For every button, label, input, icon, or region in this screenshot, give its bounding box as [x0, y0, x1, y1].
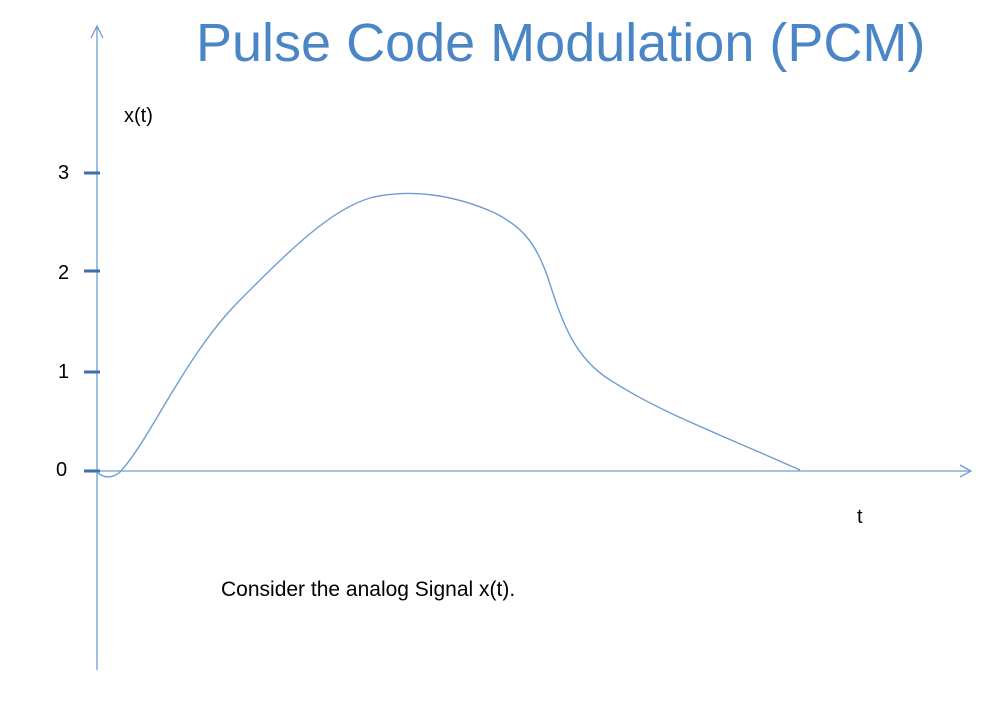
signal-curve [96, 192, 801, 478]
y-axis-label: x(t) [124, 105, 153, 127]
y-tick-label-0: 0 [56, 459, 68, 481]
slide-title: Pulse Code Modulation (PCM) [196, 13, 926, 73]
x-axis-arrow [959, 464, 973, 478]
x-axis-label: t [857, 506, 863, 528]
y-axis-arrow [90, 24, 104, 39]
y-tick-label-2: 2 [58, 262, 70, 284]
y-tick-label-3: 3 [58, 162, 70, 184]
y-tick-label-1: 1 [58, 361, 70, 383]
caption-text: Consider the analog Signal x(t). [221, 578, 516, 601]
